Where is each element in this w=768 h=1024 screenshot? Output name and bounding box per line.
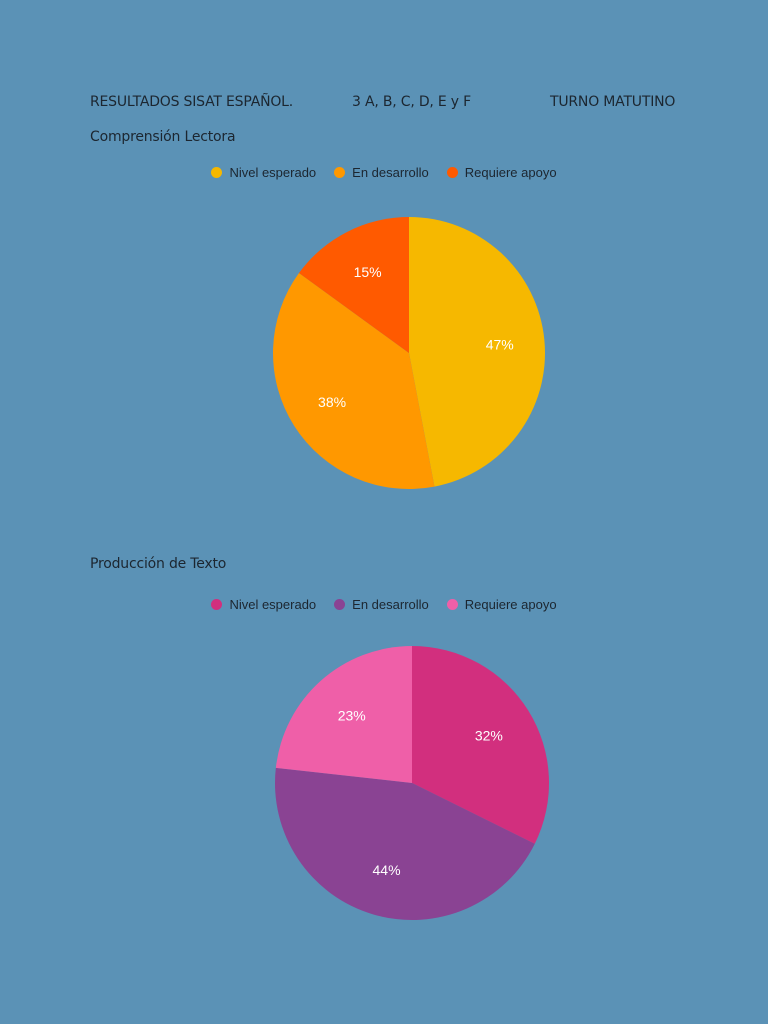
legend-label: Nivel esperado [229,165,317,180]
legend-swatch [211,167,223,178]
chart1-legend: Nivel esperado En desarrollo Requiere apoy… [0,165,768,180]
legend-label: Nivel esperado [229,597,317,612]
legend-item: Nivel esperado [211,165,316,180]
slice-label: 38% [318,394,346,410]
chart2-title: Producción de Texto [90,556,227,572]
pie-slice [412,646,549,844]
header-title: RESULTADOS SISAT ESPAÑOL. [90,94,294,110]
slice-label: 44% [373,862,401,878]
legend-label: Requiere apoyo [464,165,557,180]
legend-item: Requiere apoyo [446,597,557,612]
chart2-pie: 32% 44% 23% [274,646,549,921]
slice-label: 47% [486,336,514,352]
legend-swatch [334,599,346,610]
pie-slice [274,767,535,921]
slice-label: 23% [338,708,366,724]
legend-label: Requiere apoyo [464,597,557,612]
slice-label: 32% [475,727,503,743]
pie-slice [272,273,435,489]
legend-item: En desarrollo [334,597,429,612]
legend-swatch [446,599,458,610]
legend-swatch [211,599,223,610]
legend-item: Requiere apoyo [446,165,557,180]
slice-label: 15% [354,264,382,280]
header-shift: TURNO MATUTINO [550,94,676,110]
legend-item: Nivel esperado [211,597,316,612]
legend-item: En desarrollo [334,165,429,180]
header-groups: 3 A, B, C, D, E y F [352,94,471,110]
legend-swatch [446,167,458,178]
pie-slice [409,217,546,487]
pie-slice [298,217,409,353]
chart1-title: Comprensión Lectora [90,129,236,145]
legend-label: En desarrollo [352,165,429,180]
pie-slice [275,646,412,783]
legend-label: En desarrollo [352,597,429,612]
chart2-legend: Nivel esperado En desarrollo Requiere apoy… [0,597,768,612]
legend-swatch [334,167,346,178]
chart1-pie: 47% 38% 15% [272,217,546,489]
